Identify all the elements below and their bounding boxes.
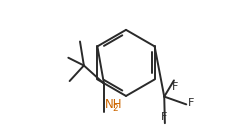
Text: F: F bbox=[188, 98, 195, 108]
Text: 2: 2 bbox=[113, 104, 118, 113]
Text: F: F bbox=[171, 82, 178, 92]
Text: F: F bbox=[161, 112, 167, 122]
Text: NH: NH bbox=[105, 98, 122, 111]
